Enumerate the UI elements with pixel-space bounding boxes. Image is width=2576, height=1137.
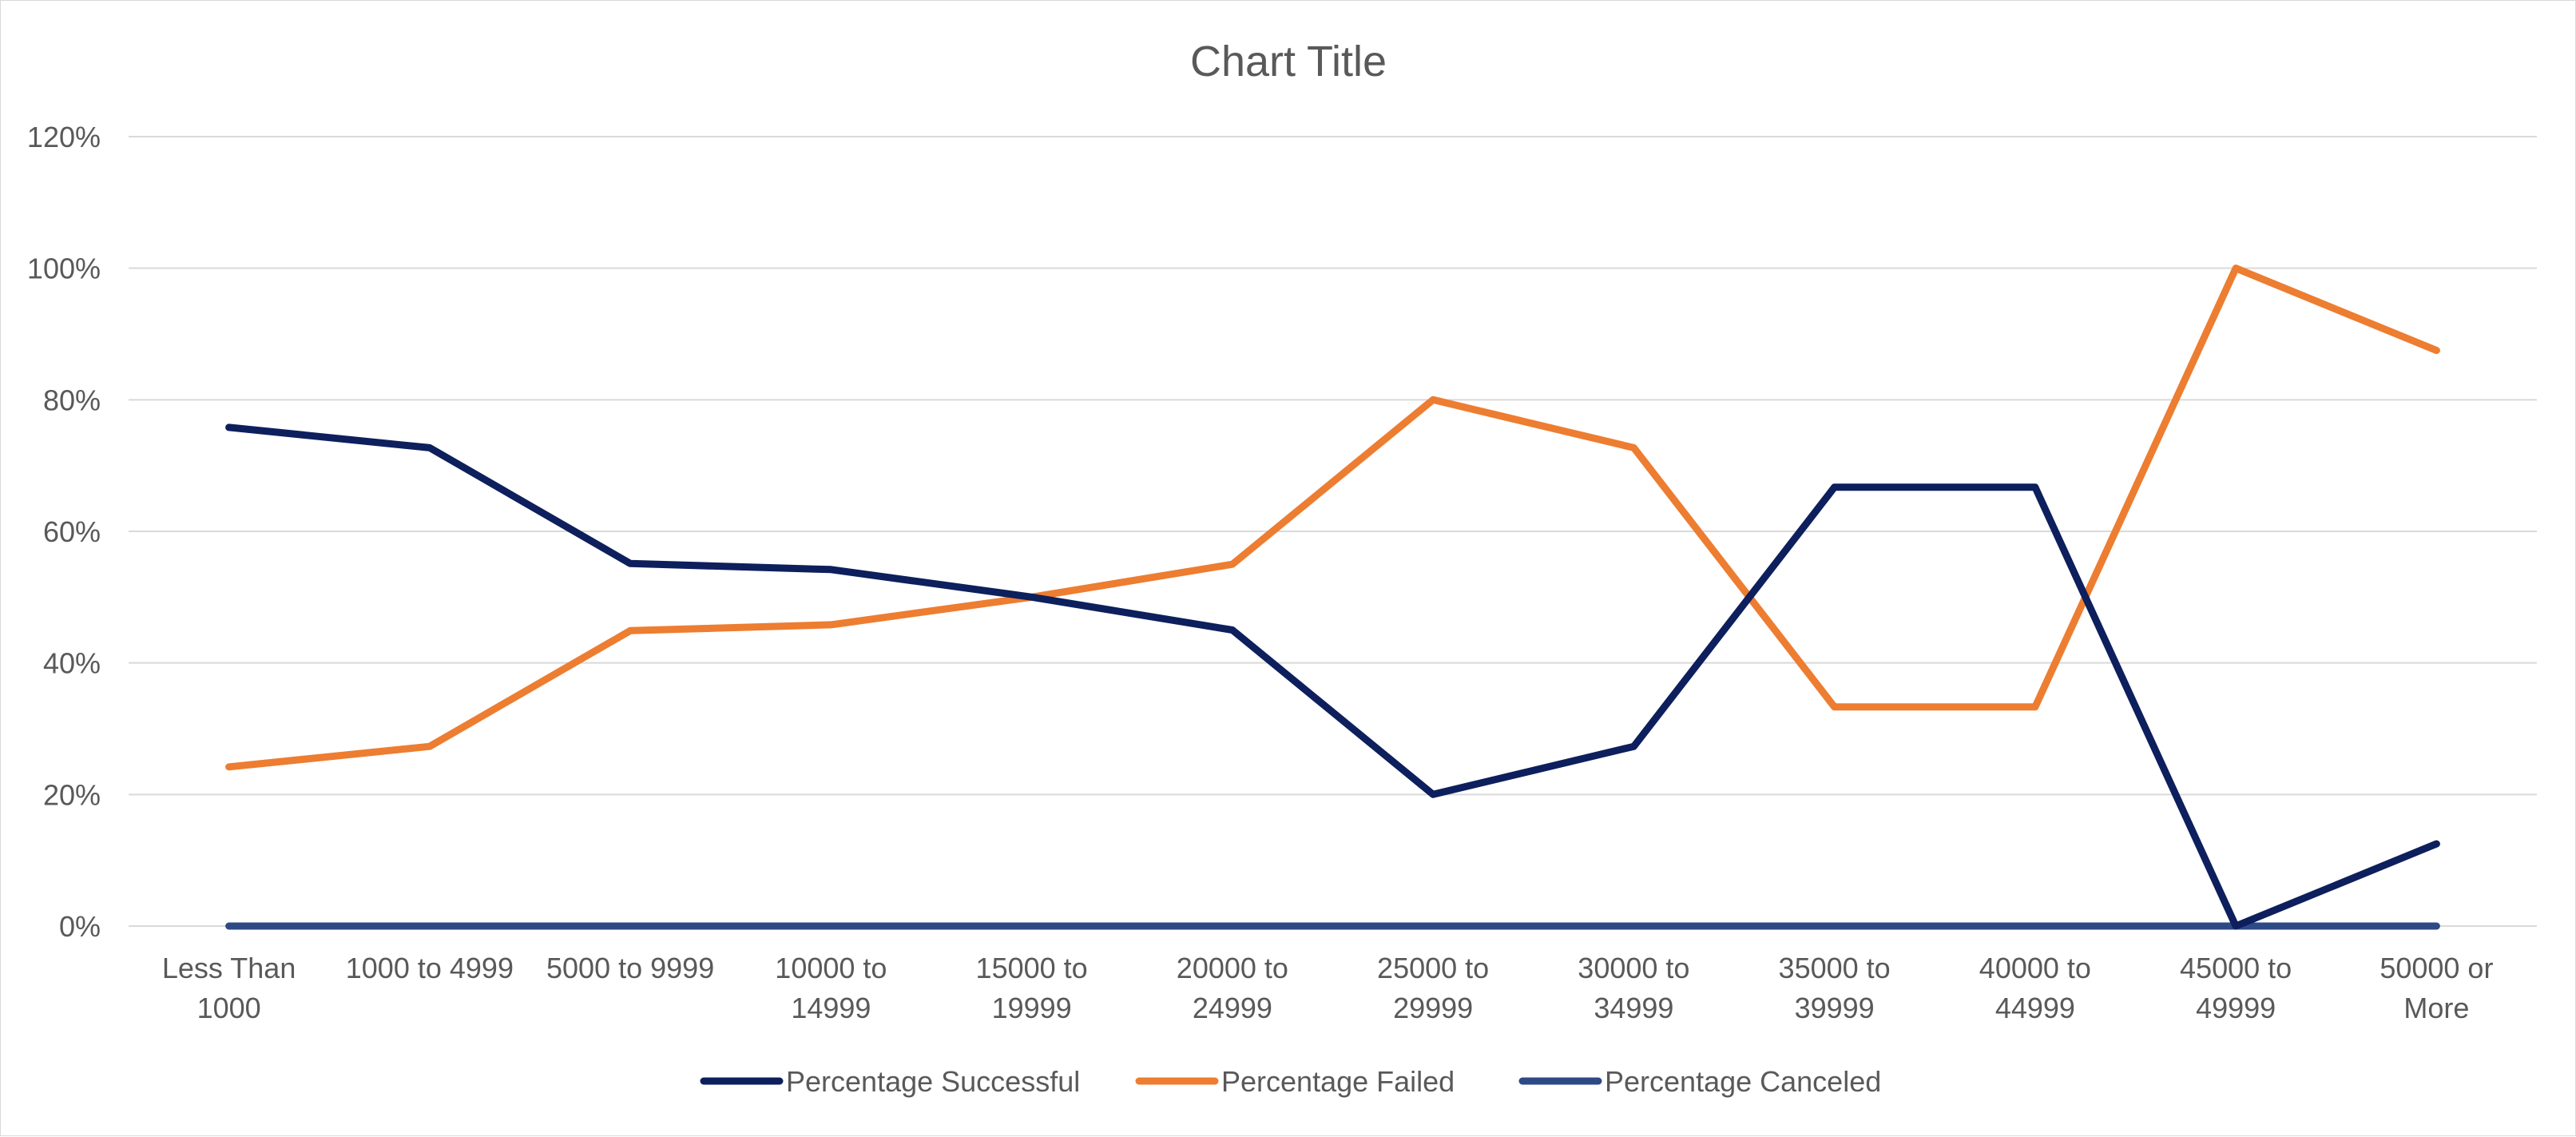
y-tick-label: 0% — [59, 910, 101, 943]
gridlines — [129, 136, 2537, 927]
x-tick-label: 25000 to 29999 — [1377, 952, 1489, 1024]
y-tick-label: 100% — [27, 252, 101, 285]
series-line-percentage-failed — [225, 264, 2440, 771]
x-tick-label: 10000 to 14999 — [775, 952, 887, 1024]
x-tick-label: 45000 to 49999 — [2180, 952, 2292, 1024]
series-line-percentage-successful — [225, 423, 2440, 930]
y-tick-label: 80% — [43, 384, 101, 416]
legend-label: Percentage Canceled — [1605, 1065, 1881, 1098]
y-tick-label: 40% — [43, 647, 101, 680]
series-lines — [225, 264, 2440, 930]
y-tick-label: 60% — [43, 515, 101, 548]
x-tick-label: 50000 or More — [2380, 952, 2493, 1024]
x-tick-label: 20000 to 24999 — [1177, 952, 1288, 1024]
x-tick-label: 5000 to 9999 — [546, 952, 714, 984]
x-tick-label: 15000 to 19999 — [976, 952, 1088, 1024]
x-axis-tick-labels: Less Than 1000 1000 to 4999 5000 to 9999 100… — [162, 952, 2494, 1024]
legend-label: Percentage Successful — [786, 1065, 1080, 1098]
x-tick-label: 35000 to 39999 — [1779, 952, 1891, 1024]
legend: Percentage Successful Percentage Failed Pe… — [700, 1065, 1881, 1098]
legend-label: Percentage Failed — [1221, 1065, 1455, 1098]
y-tick-label: 20% — [43, 778, 101, 811]
x-tick-label: 1000 to 4999 — [346, 952, 514, 984]
chart-title: Chart Title — [1190, 38, 1387, 85]
y-tick-label: 120% — [27, 121, 101, 153]
x-tick-label: 30000 to 34999 — [1578, 952, 1689, 1024]
y-axis-tick-labels: 0% 20% 40% 60% 80% 100% 120% — [27, 121, 101, 943]
x-tick-label: Less Than 1000 — [162, 952, 296, 1024]
x-tick-label: 40000 to 44999 — [1979, 952, 2091, 1024]
